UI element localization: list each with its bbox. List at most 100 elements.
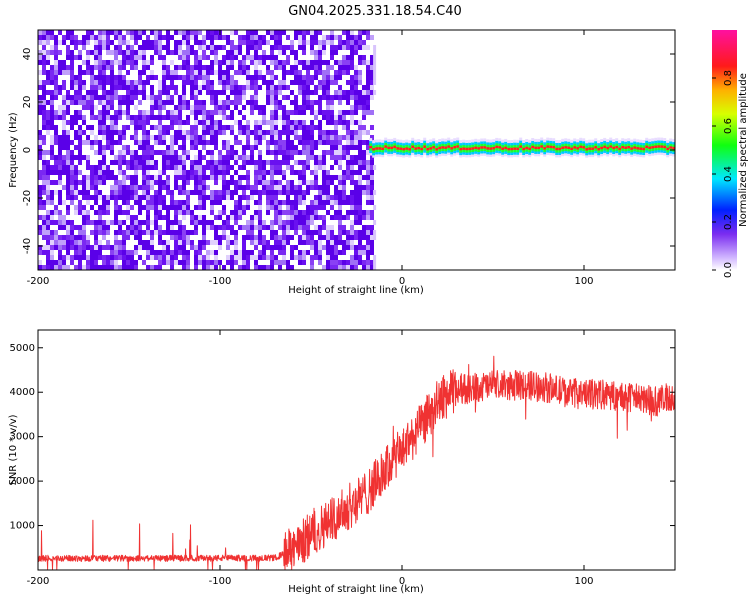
heatmap-cell xyxy=(318,40,322,45)
signal-band-cell xyxy=(603,149,607,153)
heatmap-cell xyxy=(266,80,270,85)
heatmap-cell xyxy=(218,230,222,235)
heatmap-cell xyxy=(54,130,58,135)
heatmap-cell xyxy=(354,220,358,225)
heatmap-cell xyxy=(322,65,326,70)
heatmap-cell xyxy=(78,175,82,180)
signal-band-cell xyxy=(669,138,673,142)
heatmap-cell xyxy=(186,140,190,145)
signal-band-cell xyxy=(402,142,406,146)
signal-band-cell xyxy=(390,148,394,152)
heatmap-cell xyxy=(258,60,262,65)
heatmap-cell xyxy=(118,260,122,265)
heatmap-cell xyxy=(86,180,90,185)
heatmap-cell xyxy=(226,220,230,225)
heatmap-cell xyxy=(134,115,138,120)
heatmap-cell xyxy=(338,265,342,270)
heatmap-cell xyxy=(334,130,338,135)
heatmap-cell xyxy=(42,205,46,210)
heatmap-cell xyxy=(282,175,286,180)
heatmap-cell xyxy=(258,195,262,200)
heatmap-cell xyxy=(46,165,50,170)
heatmap-cell xyxy=(178,55,182,60)
signal-band-cell xyxy=(537,146,541,150)
heatmap-cell xyxy=(266,100,270,105)
heatmap-cell xyxy=(246,255,250,260)
heatmap-cell xyxy=(162,250,166,255)
heatmap-cell xyxy=(286,240,290,245)
heatmap-cell xyxy=(74,135,78,140)
heatmap-cell xyxy=(270,265,274,270)
heatmap-cell xyxy=(74,95,78,100)
heatmap-cell xyxy=(314,225,318,230)
heatmap-cell xyxy=(114,35,118,40)
heatmap-cell xyxy=(78,195,82,200)
heatmap-cell xyxy=(302,70,306,75)
signal-band-cell xyxy=(411,140,415,144)
heatmap-cell xyxy=(114,200,118,205)
heatmap-cell xyxy=(226,40,230,45)
heatmap-cell xyxy=(142,110,146,115)
heatmap-cell xyxy=(234,45,238,50)
spectrogram-y-label: Frequency (Hz) xyxy=(8,112,19,188)
signal-band-cell xyxy=(444,138,448,142)
heatmap-cell xyxy=(66,60,70,65)
heatmap-cell xyxy=(42,150,46,155)
heatmap-cell xyxy=(342,165,346,170)
signal-band-cell xyxy=(528,142,532,146)
heatmap-cell xyxy=(230,125,234,130)
heatmap-cell xyxy=(214,120,218,125)
heatmap-cell xyxy=(286,230,290,235)
heatmap-cell xyxy=(186,50,190,55)
heatmap-cell xyxy=(362,170,366,175)
heatmap-cell xyxy=(66,180,70,185)
heatmap-cell xyxy=(278,230,282,235)
heatmap-cell xyxy=(46,30,50,35)
signal-band-cell xyxy=(384,152,388,155)
heatmap-cell xyxy=(174,80,178,85)
heatmap-cell xyxy=(182,75,186,80)
heatmap-cell xyxy=(174,90,178,95)
heatmap-cell xyxy=(134,105,138,110)
heatmap-cell xyxy=(58,190,62,195)
heatmap-cell xyxy=(150,105,154,110)
signal-band-cell xyxy=(561,138,565,142)
heatmap-cell xyxy=(38,45,42,50)
signal-band-cell xyxy=(468,154,472,158)
heatmap-cell xyxy=(50,45,54,50)
heatmap-cell xyxy=(373,75,377,80)
heatmap-cell xyxy=(138,50,142,55)
heatmap-cell xyxy=(290,240,294,245)
heatmap-cell xyxy=(198,160,202,165)
heatmap-cell xyxy=(342,160,346,165)
signal-band-cell xyxy=(477,149,481,152)
heatmap-cell xyxy=(138,110,142,115)
heatmap-cell xyxy=(202,265,206,270)
heatmap-cell xyxy=(314,80,318,85)
heatmap-cell xyxy=(346,195,350,200)
heatmap-cell xyxy=(314,215,318,220)
signal-band-cell xyxy=(597,145,601,148)
heatmap-cell xyxy=(282,145,286,150)
heatmap-cell xyxy=(62,200,66,205)
heatmap-cell xyxy=(162,45,166,50)
heatmap-cell xyxy=(74,165,78,170)
heatmap-cell xyxy=(358,245,362,250)
heatmap-cell xyxy=(230,210,234,215)
heatmap-cell xyxy=(286,245,290,250)
heatmap-cell xyxy=(62,85,66,90)
signal-band-cell xyxy=(513,154,517,158)
heatmap-cell xyxy=(138,55,142,60)
signal-band-cell xyxy=(585,154,589,158)
heatmap-cell xyxy=(246,170,250,175)
heatmap-cell xyxy=(218,210,222,215)
heatmap-cell xyxy=(278,170,282,175)
heatmap-cell xyxy=(142,130,146,135)
signal-band-cell xyxy=(567,141,571,145)
heatmap-cell xyxy=(242,170,246,175)
heatmap-cell xyxy=(90,140,94,145)
heatmap-cell xyxy=(318,180,322,185)
heatmap-cell xyxy=(98,50,102,55)
heatmap-cell xyxy=(258,50,262,55)
heatmap-cell xyxy=(58,175,62,180)
